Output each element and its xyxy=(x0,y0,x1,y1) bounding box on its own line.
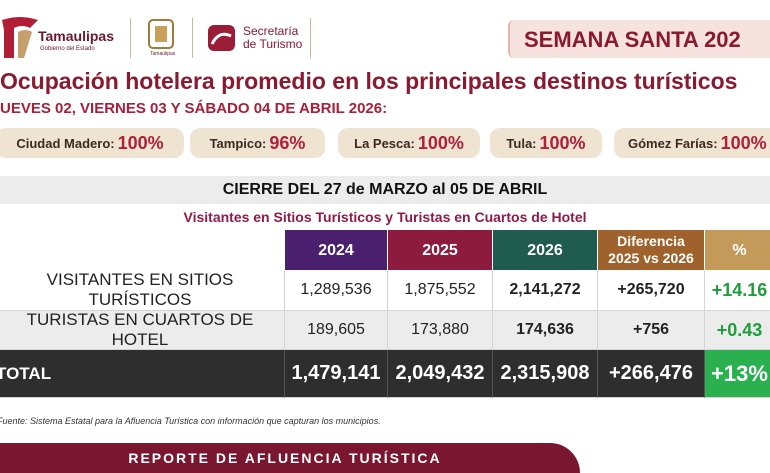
table-heading: CIERRE DEL 27 de MARZO al 05 DE ABRIL xyxy=(0,176,770,204)
divider xyxy=(192,18,193,58)
column-header: Diferencia 2025 vs 2026 xyxy=(598,230,705,270)
secretaria-line: Secretaría xyxy=(243,24,299,38)
emblem-sub: Tamaulipas xyxy=(150,51,176,57)
footer-banner xyxy=(0,443,580,473)
destination: Tampico: xyxy=(209,135,267,151)
row-label: TOTAL xyxy=(0,350,285,398)
occupancy-pill: Ciudad Madero: 100% xyxy=(0,128,184,158)
table-cell: 189,605 xyxy=(285,311,388,350)
source: Fuente: Sistema Estatal para la Afluenci… xyxy=(0,416,381,426)
table-cell: 174,636 xyxy=(493,311,598,350)
occupancy-value: 100% xyxy=(417,132,464,153)
footer-text: REPORTE DE AFLUENCIA TURÍSTICA xyxy=(128,450,442,466)
occupancy-value: 100% xyxy=(117,132,164,153)
table-cell: 2,049,432 xyxy=(388,350,493,398)
table-cell: +13% xyxy=(705,350,770,398)
divider xyxy=(310,18,311,58)
column-header: 2024 xyxy=(285,230,388,270)
row-label: VISITANTES EN SITIOS TURÍSTICOS xyxy=(0,270,285,311)
secretaria-line: de Turismo xyxy=(243,37,303,51)
occupancy-pill: La Pesca: 100% xyxy=(338,128,480,158)
table-cell: +14.16 xyxy=(705,270,770,311)
occupancy-pill: Gómez Farías: 100% xyxy=(614,128,770,158)
table-cell: 1,289,536 xyxy=(285,270,388,311)
brand: Tamaulipas xyxy=(38,28,114,44)
table-cell: +756 xyxy=(598,311,705,350)
banner-text: SEMANA SANTA 202 xyxy=(524,27,741,52)
occupancy-value: 96% xyxy=(269,132,306,153)
column-header: 2026 xyxy=(493,230,598,270)
secretaria-logo xyxy=(208,25,235,51)
secretaria: Secretaría de Turismo xyxy=(243,25,302,51)
row-label: TURISTAS EN CUARTOS DE HOTEL xyxy=(0,310,285,350)
table-cell: 1,479,141 xyxy=(285,350,388,398)
destination: Ciudad Madero: xyxy=(16,135,115,151)
banner-box xyxy=(508,20,770,58)
destination: Tula: xyxy=(506,135,537,151)
table-cell: +0.43 xyxy=(705,311,770,350)
occupancy-value: 100% xyxy=(539,132,586,153)
occupancy-pill: Tampico: 96% xyxy=(190,128,325,158)
table-cell: +265,720 xyxy=(598,270,705,311)
table-subheading: Visitantes en Sitios Turísticos y Turist… xyxy=(183,209,587,225)
brand-sub: Gobierno del Estado xyxy=(40,46,95,52)
title: Ocupación hotelera promedio en los princ… xyxy=(0,68,738,94)
destination: Gómez Farías: xyxy=(628,135,718,151)
subtitle: UEVES 02, VIERNES 03 Y SÁBADO 04 DE ABRI… xyxy=(0,100,388,117)
divider xyxy=(130,18,131,58)
tamaulipas-logo xyxy=(2,17,38,58)
table-cell: 1,875,552 xyxy=(388,270,493,311)
occupancy-pill: Tula: 100% xyxy=(490,128,602,158)
table-cell: 173,880 xyxy=(388,311,493,350)
table-cell: +266,476 xyxy=(598,350,705,398)
table-cell: 2,315,908 xyxy=(493,350,598,398)
emblem xyxy=(148,19,174,49)
occupancy-value: 100% xyxy=(720,132,767,153)
column-header: % xyxy=(705,230,770,270)
column-header: 2025 xyxy=(388,230,493,270)
table-cell: 2,141,272 xyxy=(493,270,598,311)
destination: La Pesca: xyxy=(354,135,415,151)
